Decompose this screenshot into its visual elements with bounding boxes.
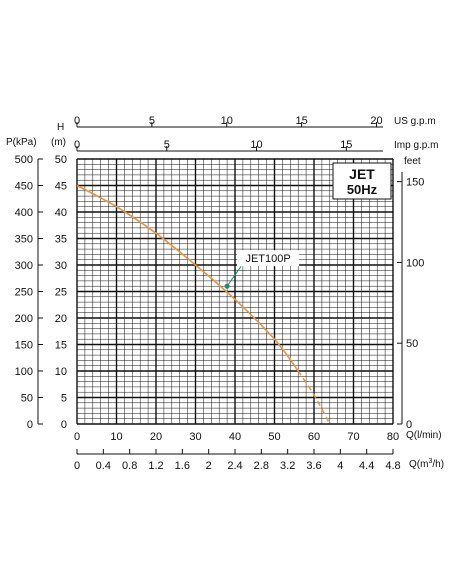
h-tick-label: 30 bbox=[55, 260, 67, 272]
q-lmin-axis-ticks: 0 10 20 30 40 50 60 70 80 bbox=[74, 431, 399, 443]
badge-box bbox=[332, 162, 392, 200]
q-m3h-tick-label: 0.8 bbox=[122, 460, 137, 472]
feet-tick-label: 50 bbox=[406, 338, 418, 350]
q-m3h-tick-label: 3.2 bbox=[280, 460, 295, 472]
q-lmin-tick-label: 20 bbox=[150, 431, 162, 443]
h-tick-label: 10 bbox=[55, 366, 67, 378]
h-tick-label: 5 bbox=[61, 393, 67, 405]
q-m3h-tick-label: 2.4 bbox=[227, 460, 242, 472]
p-tick-label: 0 bbox=[27, 419, 33, 431]
q-lmin-tick-label: 70 bbox=[347, 431, 359, 443]
annotation-label: JET100P bbox=[245, 253, 290, 265]
grid-major bbox=[76, 158, 394, 425]
q-m3h-tick-label: 4.8 bbox=[385, 460, 400, 472]
h-tick-label: 25 bbox=[55, 287, 67, 299]
h-tick-label: 35 bbox=[55, 234, 67, 246]
h-tick-label: 15 bbox=[55, 340, 67, 352]
q-m3h-axis-label: Q(m3/h) bbox=[409, 458, 444, 470]
h-tick-label: 45 bbox=[55, 181, 67, 193]
annotation-marker bbox=[224, 283, 230, 289]
us-gpm-tick-label: 20 bbox=[370, 115, 382, 127]
h-axis-ticks: 0 5 10 15 20 25 30 35 40 45 50 bbox=[55, 154, 67, 431]
feet-axis-label: feet bbox=[404, 156, 421, 167]
h-axis-unit: (m) bbox=[51, 137, 66, 148]
imp-gpm-tick-label: 5 bbox=[164, 139, 170, 151]
h-tick-label: 50 bbox=[55, 154, 67, 166]
h-axis-label: H bbox=[57, 122, 64, 133]
q-lmin-axis-label: Q(l/min) bbox=[406, 430, 442, 441]
us-gpm-tick-label: 5 bbox=[149, 115, 155, 127]
series-line-solid bbox=[76, 184, 299, 372]
q-lmin-tick-label: 60 bbox=[308, 431, 320, 443]
p-tick-label: 200 bbox=[15, 313, 33, 325]
curve-annotation: JET100P bbox=[224, 250, 300, 289]
p-tick-label: 100 bbox=[15, 366, 33, 378]
feet-tick-label: 150 bbox=[406, 177, 424, 189]
p-tick-label: 500 bbox=[15, 154, 33, 166]
q-m3h-axis-ticks: 0 0.4 0.8 1.2 1.6 2 2.4 2.8 3.2 3.6 4 4.4 4.8 bbox=[74, 449, 401, 472]
q-lmin-tick-label: 0 bbox=[74, 431, 80, 443]
imp-gpm-tick-label: 0 bbox=[74, 139, 80, 151]
h-tick-label: 40 bbox=[55, 207, 67, 219]
q-m3h-tick-label: 1.6 bbox=[175, 460, 190, 472]
chart-badge: JET 50Hz bbox=[332, 162, 392, 200]
series-line-dashed bbox=[297, 370, 331, 425]
q-m3h-tick-label: 1.2 bbox=[148, 460, 163, 472]
p-tick-label: 400 bbox=[15, 207, 33, 219]
q-lmin-tick-label: 30 bbox=[189, 431, 201, 443]
imp-gpm-tick-label: 10 bbox=[250, 139, 262, 151]
badge-title: JET bbox=[349, 166, 375, 182]
p-tick-label: 350 bbox=[15, 234, 33, 246]
q-m3h-tick-label: 0.4 bbox=[96, 460, 111, 472]
q-lmin-tick-label: 10 bbox=[110, 431, 122, 443]
h-tick-label: 20 bbox=[55, 313, 67, 325]
feet-tick-label: 100 bbox=[406, 257, 424, 269]
series-jet100p bbox=[76, 184, 331, 425]
q-m3h-tick-label: 2.8 bbox=[254, 460, 269, 472]
h-tick-label: 0 bbox=[61, 419, 67, 431]
us-gpm-tick-label: 0 bbox=[74, 115, 80, 127]
q-m3h-tick-label: 3.6 bbox=[306, 460, 321, 472]
q-lmin-tick-label: 50 bbox=[268, 431, 280, 443]
p-tick-label: 300 bbox=[15, 260, 33, 272]
imp-gpm-axis-ticks: 0 5 10 15 bbox=[74, 139, 352, 151]
p-axis-ticks: 0 50 100 150 200 250 300 350 400 450 500 bbox=[15, 154, 43, 431]
feet-tick-label: 0 bbox=[406, 419, 412, 431]
q-m3h-tick-label: 4 bbox=[337, 460, 343, 472]
badge-frequency: 50Hz bbox=[347, 182, 378, 197]
us-gpm-axis-label: US g.p.m bbox=[394, 116, 436, 127]
q-lmin-tick-label: 80 bbox=[387, 431, 399, 443]
annotation-label-bg bbox=[237, 250, 300, 267]
us-gpm-tick-label: 15 bbox=[296, 115, 308, 127]
q-lmin-tick-label: 40 bbox=[229, 431, 241, 443]
p-tick-label: 150 bbox=[15, 340, 33, 352]
annotation-leader bbox=[226, 265, 242, 287]
p-tick-label: 250 bbox=[15, 287, 33, 299]
p-tick-label: 50 bbox=[21, 393, 33, 405]
us-gpm-tick-label: 10 bbox=[221, 115, 233, 127]
imp-gpm-axis-label: Imp g.p.m bbox=[394, 140, 438, 151]
p-tick-label: 450 bbox=[15, 181, 33, 193]
us-gpm-axis-ticks: 0 5 10 15 20 bbox=[74, 115, 383, 127]
q-m3h-tick-label: 4.4 bbox=[359, 460, 374, 472]
imp-gpm-tick-label: 15 bbox=[340, 139, 352, 151]
p-axis-label: P(kPa) bbox=[6, 137, 37, 148]
q-m3h-tick-label: 0 bbox=[74, 460, 80, 472]
feet-axis-ticks: 0 50 100 150 bbox=[397, 177, 424, 431]
q-m3h-tick-label: 2 bbox=[206, 460, 212, 472]
